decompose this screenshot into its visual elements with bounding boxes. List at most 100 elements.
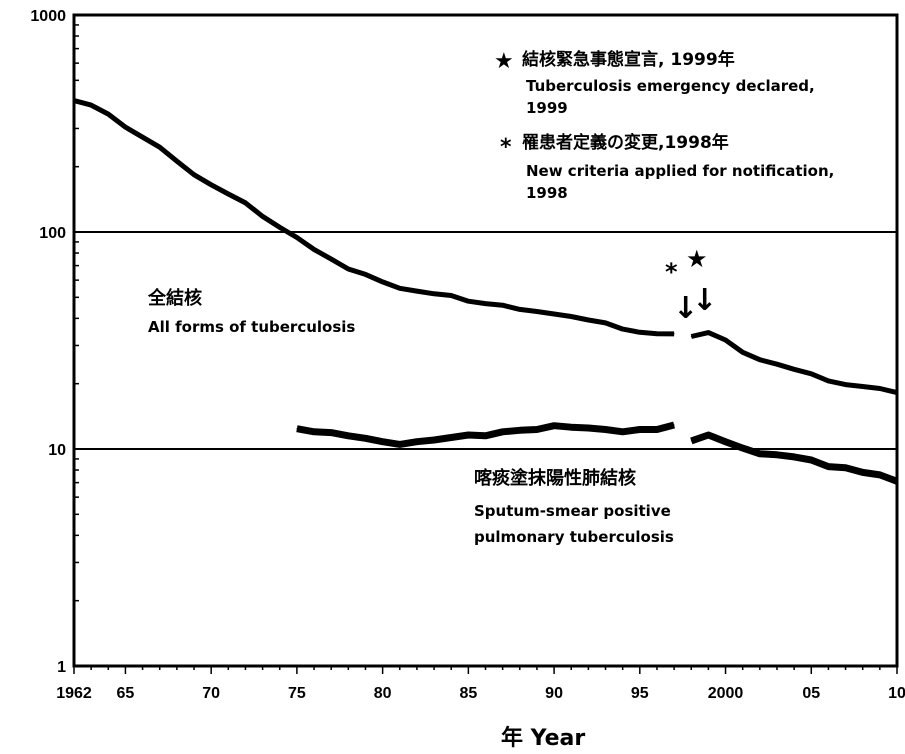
x-tick-label: 80 (374, 685, 392, 702)
data-point (124, 126, 126, 128)
data-point (673, 333, 675, 335)
data-point (862, 386, 864, 387)
data-point (759, 453, 761, 455)
data-point (382, 281, 384, 283)
data-point (673, 424, 675, 426)
data-point (485, 435, 486, 437)
data-point (810, 459, 812, 461)
asterisk-arrow: ↓ (673, 291, 698, 326)
data-point (810, 373, 812, 375)
data-point (605, 322, 606, 324)
data-point (159, 146, 161, 148)
data-point (587, 427, 589, 429)
data-point (227, 193, 229, 195)
data-point (433, 293, 435, 295)
data-point (827, 466, 829, 468)
series-smear-label-en-1: Sputum-smear positive (474, 502, 671, 520)
legend-star-ja: 結核緊急事態宣言, 1999年 (522, 49, 735, 70)
data-point (776, 363, 778, 365)
data-point (519, 429, 521, 431)
data-point (622, 431, 624, 433)
x-tick-label: 65 (117, 685, 135, 702)
legend-star-en-1: Tuberculosis emergency declared, (526, 77, 815, 95)
data-point (416, 290, 418, 292)
data-point (330, 432, 332, 434)
data-point (776, 454, 778, 456)
series-0-line-segment-0 (73, 98, 675, 337)
data-point (330, 258, 332, 260)
series-1 (296, 421, 899, 485)
data-point (690, 336, 692, 337)
legend-asterisk-ja: 罹患者定義の変更,1998年 (522, 132, 729, 153)
data-point (553, 425, 555, 427)
gridlines (74, 231, 897, 450)
x-tick-label: 10 (888, 685, 905, 702)
data-point (759, 359, 761, 361)
series-all-label-en: All forms of tuberculosis (148, 318, 355, 336)
legend-star-en-2: 1999 (526, 99, 568, 117)
data-point (605, 429, 606, 430)
data-point (296, 428, 298, 430)
data-point (519, 308, 521, 310)
data-point (656, 333, 658, 335)
data-point (622, 328, 624, 330)
data-point (690, 440, 692, 442)
x-tick-label: 2000 (708, 685, 744, 702)
data-point (707, 434, 709, 436)
data-point (725, 441, 726, 443)
data-point (742, 351, 744, 353)
data-point (553, 313, 555, 315)
data-point (536, 311, 538, 312)
data-point (142, 136, 144, 138)
data-point (570, 426, 572, 428)
x-tick-label: 75 (288, 685, 306, 702)
data-point (347, 435, 349, 437)
data-point (365, 273, 366, 275)
data-point (725, 339, 726, 341)
star-marker: ★ (686, 245, 708, 273)
data-point (862, 471, 864, 473)
data-point (193, 174, 195, 176)
data-point (587, 319, 589, 321)
data-point (467, 300, 469, 302)
data-point (450, 295, 452, 296)
data-point (90, 104, 92, 106)
x-tick-label: 85 (459, 685, 477, 702)
data-point (896, 480, 898, 482)
data-point (656, 429, 658, 430)
data-point (313, 248, 315, 250)
data-point (176, 160, 178, 162)
annotation-legend: ★ 結核緊急事態宣言, 1999年 Tuberculosis emergency… (494, 49, 834, 202)
series-smear-label-ja: 喀痰塗抹陽性肺結核 (474, 467, 636, 489)
data-point (896, 392, 898, 394)
series-smear-label-en-2: pulmonary tuberculosis (474, 528, 674, 546)
data-point (399, 443, 401, 445)
series-all-label-ja: 全結核 (147, 287, 202, 309)
data-point (879, 388, 881, 389)
data-point (536, 429, 538, 430)
x-tick-label: 95 (631, 685, 649, 702)
y-tick-label: 10 (48, 442, 66, 459)
data-point (879, 474, 881, 476)
data-point (639, 331, 641, 333)
series-layer (73, 98, 899, 485)
data-point (262, 215, 264, 217)
data-point (450, 437, 452, 438)
data-point (245, 202, 246, 204)
data-point (210, 184, 212, 186)
x-axis-title: 年 Year (501, 725, 585, 751)
data-point (742, 447, 744, 449)
data-point (107, 113, 109, 115)
data-point (502, 304, 504, 306)
data-point (467, 434, 469, 436)
data-point (399, 287, 401, 289)
x-axis: 1962 65 70 75 80 85 90 95 2000 05 10 (56, 666, 905, 702)
star-symbol: ★ (494, 49, 514, 74)
x-tick-label: 05 (802, 685, 820, 702)
data-point (433, 439, 435, 441)
data-point (296, 237, 298, 238)
y-tick-label: 1000 (30, 8, 66, 25)
y-tick-label: 1 (57, 659, 66, 676)
star-arrow: ↓ (692, 283, 717, 318)
